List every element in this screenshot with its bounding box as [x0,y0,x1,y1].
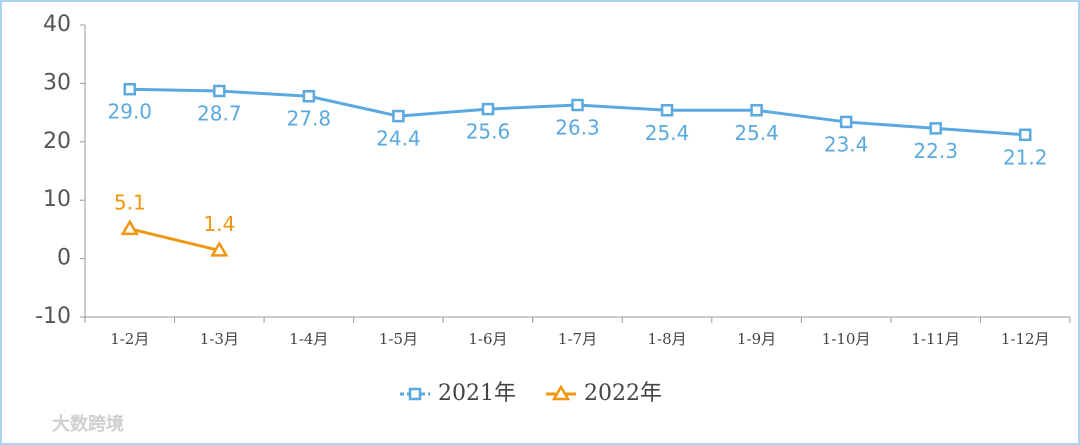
data-point [123,82,137,96]
x-tick-label: 1-12月 [1001,330,1050,348]
legend-marker [551,384,571,401]
y-tick-label: 10 [43,187,71,212]
x-tick-label: 1-9月 [737,330,776,348]
data-point [210,240,229,257]
data-label: 25.4 [734,121,779,145]
data-label: 28.7 [197,101,242,125]
x-tick-label: 1-2月 [110,330,149,348]
data-point [660,104,674,117]
x-tick-label: 1-8月 [647,330,686,348]
data-point [213,84,226,98]
legend-label: 2022年 [584,381,662,406]
x-tick-label: 1-7月 [558,330,597,348]
data-label: 1.4 [203,212,235,236]
data-point [120,219,139,236]
data-label: 26.3 [555,116,600,140]
data-label: 29.0 [108,100,153,124]
data-point [392,109,405,123]
x-tick-label: 1-5月 [379,330,418,348]
data-label: 23.4 [824,132,869,156]
watermark: 大数跨境 [52,413,124,435]
series-line [129,227,220,252]
y-tick-label: 0 [57,246,71,271]
y-tick-label: -10 [35,304,71,329]
y-tick-label: 20 [43,129,71,154]
data-label: 25.4 [645,121,690,145]
data-label: 5.1 [114,190,146,214]
legend-marker [408,387,422,401]
y-tick-label: 40 [43,12,71,37]
x-tick-label: 1-11月 [911,330,960,348]
data-label: 25.6 [466,120,511,144]
legend-label: 2021年 [438,381,516,406]
x-tick-label: 1-10月 [822,330,871,348]
data-label: 27.8 [287,107,332,131]
data-label: 24.4 [376,127,421,151]
x-tick-label: 1-4月 [289,330,328,348]
data-point [571,98,584,112]
data-point [929,122,942,135]
data-label: 21.2 [1003,145,1048,169]
y-tick-label: 30 [43,70,71,95]
x-tick-label: 1-6月 [468,330,507,348]
data-point [1018,128,1032,142]
data-point [750,104,763,117]
data-point [839,115,853,129]
data-label: 22.3 [913,139,958,163]
data-point [481,102,495,116]
data-point [302,89,316,103]
x-tick-label: 1-3月 [200,330,239,348]
